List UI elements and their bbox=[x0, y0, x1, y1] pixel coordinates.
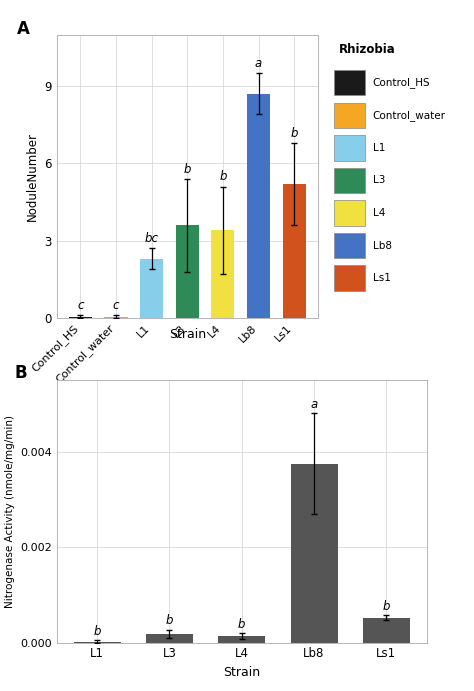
Text: b: b bbox=[219, 171, 227, 183]
Y-axis label: NoduleNumber: NoduleNumber bbox=[26, 132, 39, 220]
Text: L3: L3 bbox=[373, 176, 385, 185]
Text: b: b bbox=[166, 614, 173, 627]
Text: b: b bbox=[183, 162, 191, 176]
Text: Lb8: Lb8 bbox=[373, 240, 392, 251]
Bar bbox=[334, 265, 365, 291]
Text: b: b bbox=[291, 126, 298, 140]
Bar bbox=[146, 634, 193, 643]
Text: bc: bc bbox=[145, 232, 159, 245]
Bar bbox=[334, 200, 365, 226]
Bar bbox=[69, 316, 92, 318]
Text: L4: L4 bbox=[373, 208, 385, 218]
X-axis label: Strain: Strain bbox=[223, 666, 260, 679]
Bar bbox=[283, 184, 306, 318]
Bar bbox=[211, 230, 235, 318]
Bar bbox=[334, 102, 365, 128]
Text: b: b bbox=[93, 625, 101, 638]
Bar bbox=[140, 258, 163, 318]
Y-axis label: Nitrogenase Activity (nmole/mg/min): Nitrogenase Activity (nmole/mg/min) bbox=[5, 415, 15, 608]
Bar bbox=[363, 618, 410, 643]
Bar bbox=[73, 642, 121, 643]
Text: A: A bbox=[17, 21, 29, 39]
Bar bbox=[176, 225, 199, 318]
Text: L1: L1 bbox=[373, 143, 385, 153]
Bar bbox=[104, 316, 128, 318]
Bar bbox=[334, 135, 365, 160]
Text: Strain: Strain bbox=[169, 328, 206, 341]
Text: b: b bbox=[238, 618, 246, 631]
Bar bbox=[291, 464, 337, 643]
Text: b: b bbox=[383, 600, 390, 613]
Text: Control_water: Control_water bbox=[373, 110, 446, 121]
Bar bbox=[334, 70, 365, 95]
Text: a: a bbox=[255, 57, 262, 70]
Text: Rhizobia: Rhizobia bbox=[338, 43, 395, 56]
Text: c: c bbox=[113, 299, 119, 312]
Bar bbox=[334, 168, 365, 193]
Text: c: c bbox=[77, 299, 83, 312]
Text: Ls1: Ls1 bbox=[373, 273, 391, 283]
Text: Control_HS: Control_HS bbox=[373, 77, 430, 88]
Text: B: B bbox=[14, 364, 27, 382]
Bar bbox=[334, 233, 365, 258]
Bar bbox=[247, 94, 270, 318]
Text: a: a bbox=[310, 398, 318, 411]
Bar bbox=[218, 636, 265, 643]
